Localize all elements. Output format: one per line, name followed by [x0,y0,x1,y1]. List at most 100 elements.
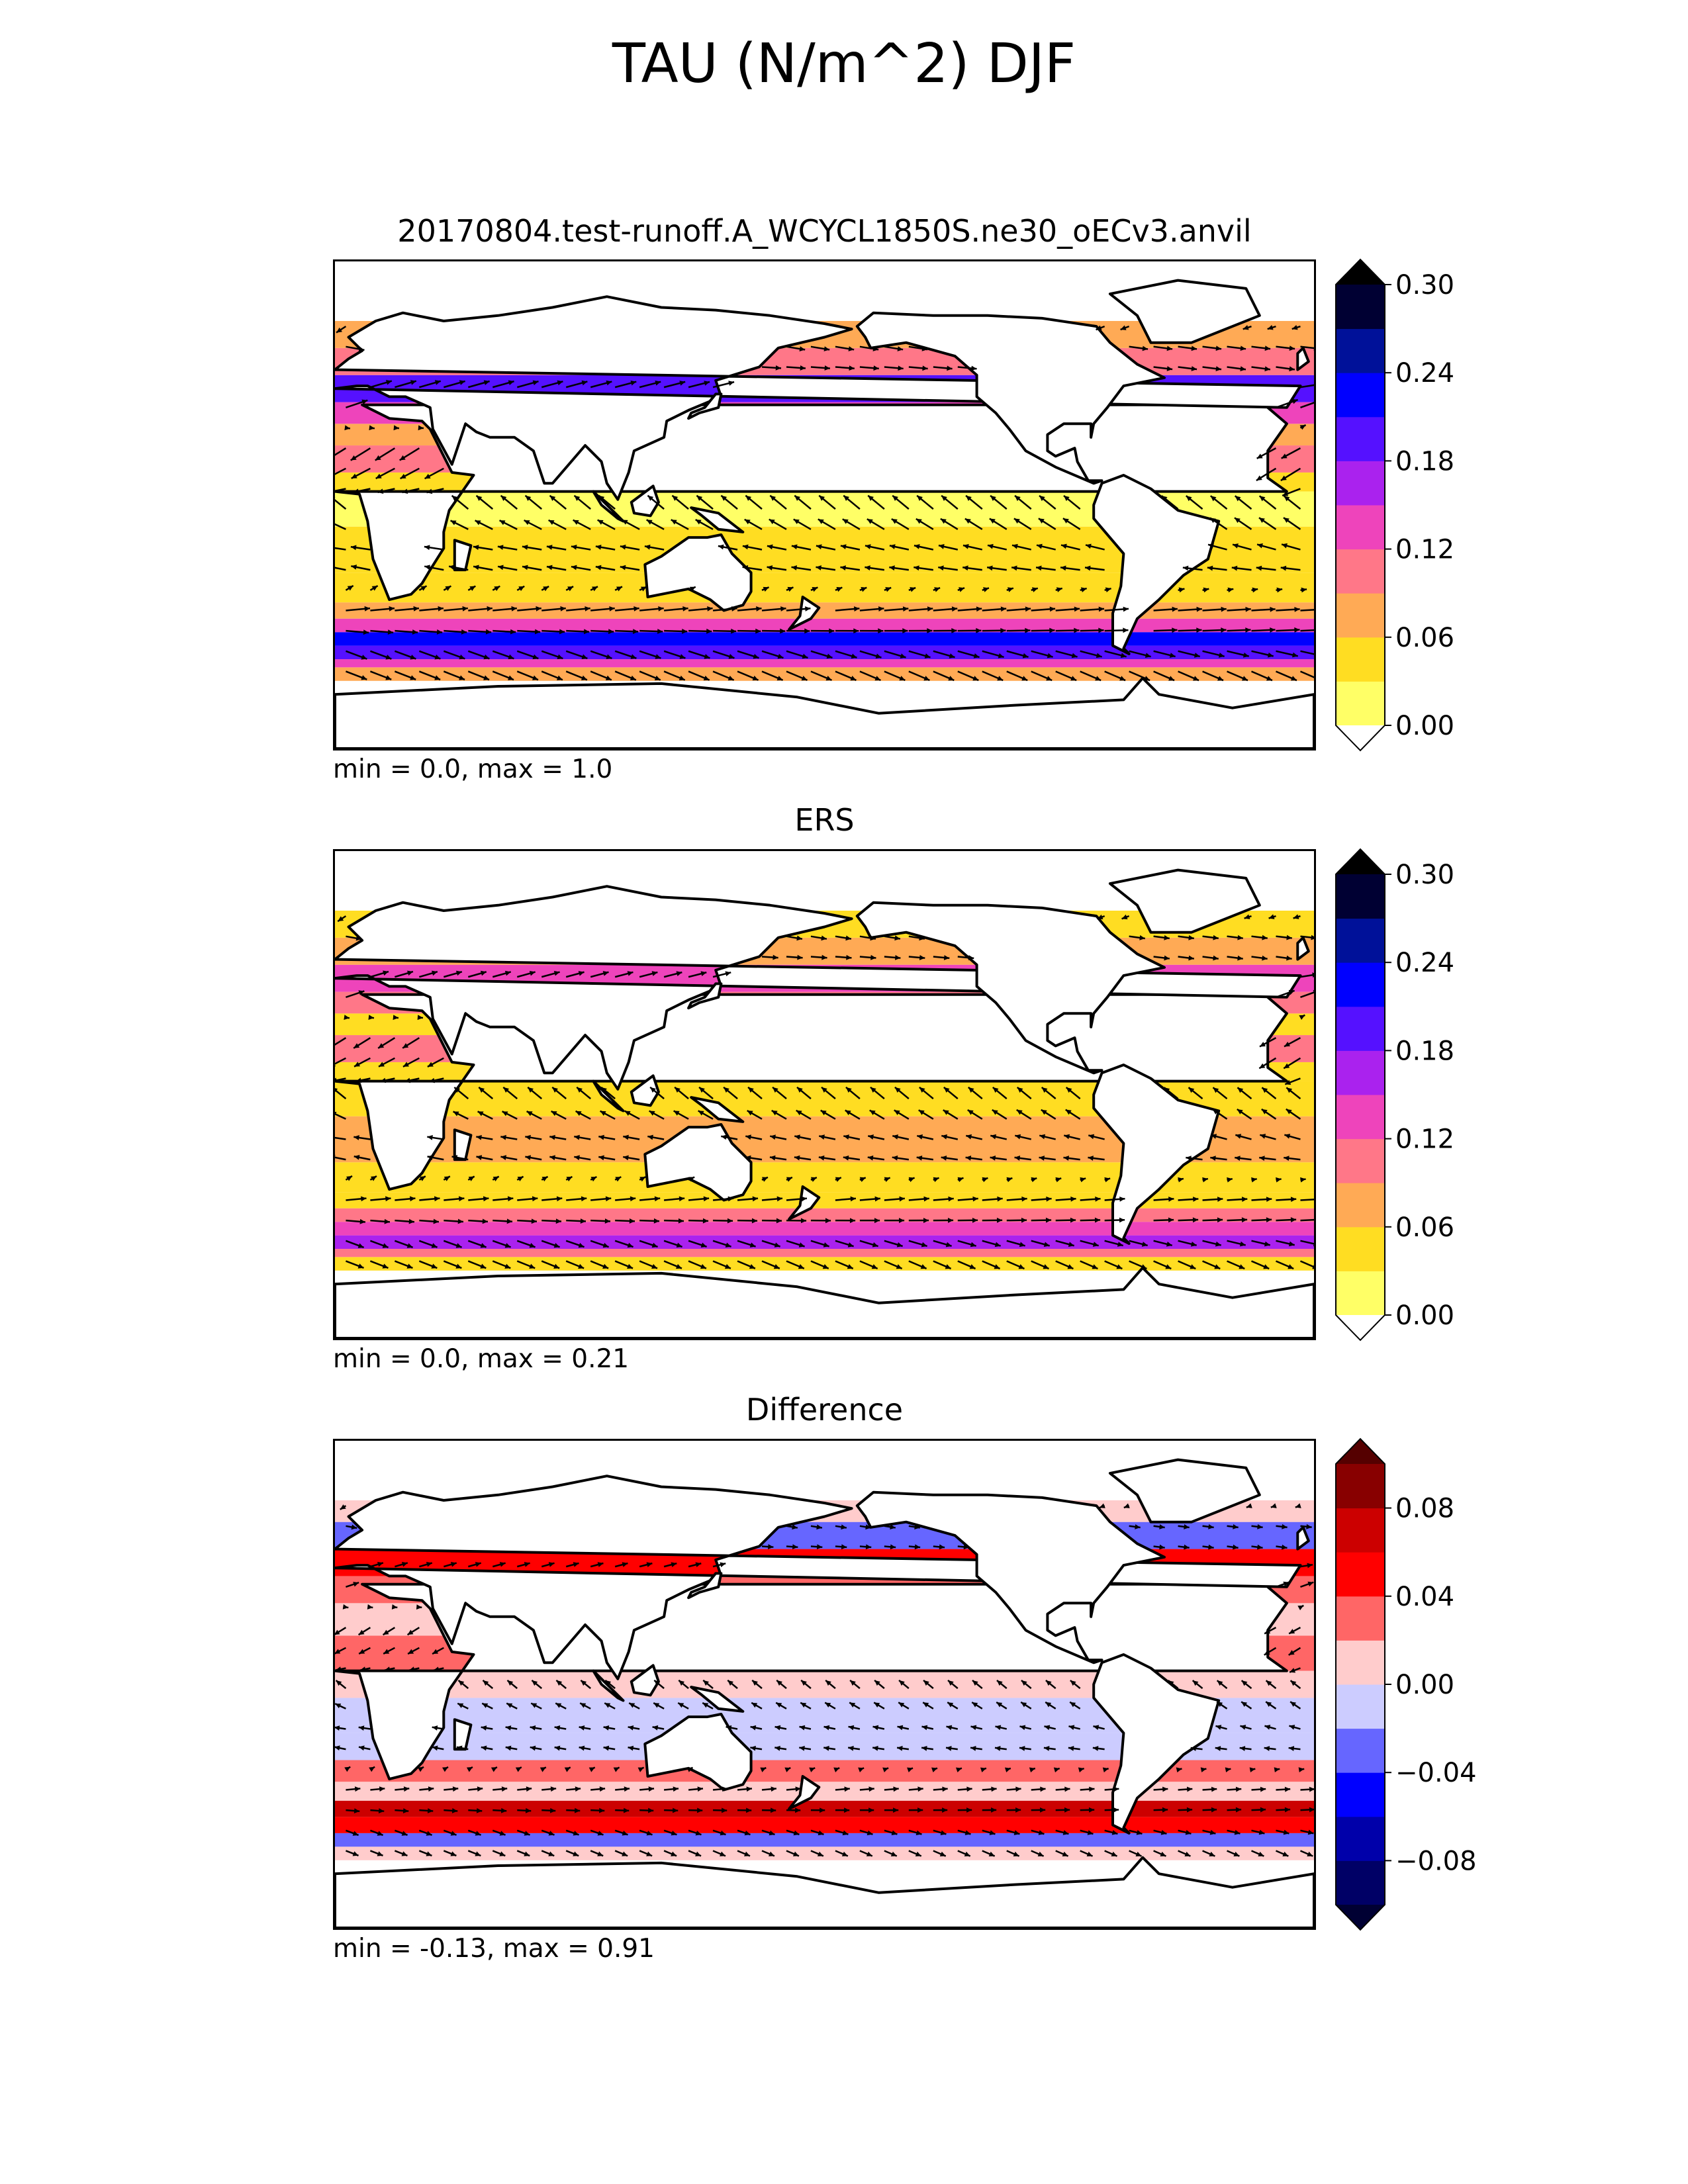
landmass-1 [335,1475,1302,1680]
field-band-5 [335,1192,1314,1208]
colorbar-segment-3 [1336,549,1385,594]
panel-3-title: Difference [745,1392,904,1428]
colorbar-segment-9 [1336,874,1385,919]
colorbar-tick-label: 0.30 [1395,860,1454,890]
colorbar-segment-2 [1336,593,1385,638]
landmass-5 [643,1713,753,1792]
field-band-4 [335,1208,1314,1222]
landmass-10 [592,490,625,523]
landmass-9 [630,484,660,518]
colorbar-segment-5 [1336,1640,1385,1685]
field-band-2 [335,1817,1314,1833]
colorbar-tick-label: 0.24 [1395,948,1454,978]
colorbar-segment-9 [1336,1464,1385,1509]
colorbar-tick-label: −0.04 [1395,1758,1477,1788]
colorbar-segment-0 [1336,1860,1385,1905]
colorbar-segment-8 [1336,1508,1385,1553]
colorbar-segment-3 [1336,1728,1385,1773]
colorbar-segment-8 [1336,328,1385,373]
landmass-13 [1296,936,1310,961]
colorbar-segment-7 [1336,373,1385,418]
field-band-1 [335,659,1314,668]
colorbar-tick-label: 0.00 [1395,711,1454,741]
landmass-11 [690,506,745,533]
landmass-10 [592,1079,625,1113]
coastlines [335,1458,1314,1928]
landmass-6 [335,1266,1314,1338]
colorbar-segment-1 [1336,637,1385,682]
vector-field [335,1503,1314,1857]
colorbar-segment-7 [1336,962,1385,1007]
coastlines [335,868,1314,1338]
field-band-0 [335,1846,1314,1860]
panel-3-colorbar: −0.08 −0.04 0.00 0.04 0.08 [1335,1437,1477,1931]
colorbar-segment-2 [1336,1183,1385,1228]
map-svg [335,279,1314,749]
colorbar-svg: 0.00 0.06 0.12 0.18 0.24 0.30 [1335,848,1454,1342]
colorbar-segment-5 [1336,1050,1385,1095]
panel-2-stats: min = 0.0, max = 0.21 [333,1344,630,1374]
panel-2-title: ERS [794,802,855,838]
colorbar-extend-min [1336,725,1385,751]
panel-1-stats: min = 0.0, max = 1.0 [333,754,613,784]
field-band-0 [335,667,1314,681]
field-band-3 [335,1222,1314,1236]
landmass-6 [335,1856,1314,1928]
landmass-12 [788,596,821,631]
colorbar-tick-label: 0.04 [1395,1582,1454,1612]
landmass-8 [687,1572,723,1600]
colorbar-segment-8 [1336,918,1385,963]
landmass-10 [592,1669,625,1702]
landmass-12 [788,1185,821,1221]
figure-title: TAU (N/m^2) DJF [612,32,1076,95]
field-band-4 [335,1782,1314,1801]
colorbar-segment-6 [1336,416,1385,461]
landmass-9 [630,1074,660,1107]
colorbar-tick-label: 0.18 [1395,1036,1454,1066]
panel-1-map [333,259,1316,751]
map-svg [335,868,1314,1338]
landmass-11 [690,1686,745,1713]
panel-3-map [333,1439,1316,1930]
colorbar-extend-max [1336,1439,1385,1464]
colorbar-segment-0 [1336,681,1385,726]
colorbar-segment-5 [1336,461,1385,506]
colorbar-tick-label: 0.18 [1395,446,1454,477]
landmass-2 [1108,1458,1261,1524]
colorbar-segment-1 [1336,1226,1385,1271]
colorbar-extend-max [1336,849,1385,874]
landmass-6 [335,676,1314,749]
colorbar-extend-max [1336,259,1385,285]
colorbar-tick-label: 0.06 [1395,1212,1454,1243]
colorbar-tick-label: 0.00 [1395,1670,1454,1700]
colorbar-tick-label: 0.00 [1395,1300,1454,1331]
panel-3-stats: min = -0.13, max = 0.91 [333,1934,655,1964]
colorbar-segment-7 [1336,1552,1385,1597]
landmass-5 [643,1123,753,1202]
field-band-3 [335,632,1314,646]
colorbar-segment-4 [1336,1095,1385,1140]
colorbar-tick-label: 0.12 [1395,1124,1454,1155]
landmass-8 [687,982,723,1010]
panel-1-title: 20170804.test-runoff.A_WCYCL1850S.ne30_o… [397,213,1252,249]
landmass-2 [1108,868,1261,934]
colorbar-segment-6 [1336,1006,1385,1051]
field-band-2 [335,645,1314,660]
field-band-4 [335,618,1314,633]
colorbar-tick-label: 0.24 [1395,358,1454,388]
landmass-3 [855,901,1166,1075]
field-band-1 [335,1833,1314,1847]
colorbar-tick-label: 0.06 [1395,623,1454,653]
field-band-1 [335,1249,1314,1257]
colorbar-extend-min [1336,1315,1385,1340]
colorbar-segment-3 [1336,1138,1385,1183]
landmass-3 [855,311,1166,485]
colorbar-tick-label: −0.08 [1395,1846,1477,1876]
landmass-12 [788,1775,821,1811]
colorbar-segment-0 [1336,1271,1385,1316]
panel-2-colorbar: 0.00 0.06 0.12 0.18 0.24 0.30 [1335,848,1454,1342]
vector-field [335,324,1314,682]
colorbar-extend-min [1336,1905,1385,1930]
landmass-9 [630,1664,660,1697]
colorbar-svg: −0.08 −0.04 0.00 0.04 0.08 [1335,1437,1477,1931]
